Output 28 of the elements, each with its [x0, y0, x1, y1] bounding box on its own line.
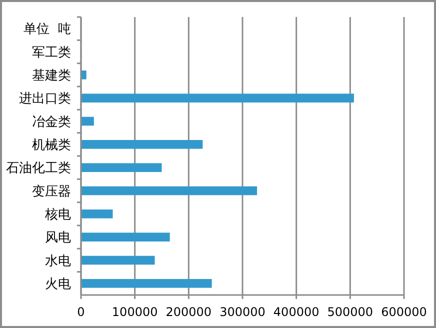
x-tick-label: 200000 [166, 305, 212, 319]
x-tick-label: 100000 [112, 305, 158, 319]
x-tick-label: 500000 [327, 305, 374, 319]
x-tick-label: 400000 [273, 305, 320, 319]
y-tick-label: 水电 [45, 254, 71, 269]
y-tick-label: 变压器 [32, 184, 71, 200]
y-tick-label: 冶金类 [32, 114, 71, 130]
y-tick-label: 石油化工类 [6, 161, 71, 176]
bar [81, 256, 155, 265]
y-tick-label: 单位 吨 [24, 22, 71, 38]
bar [81, 279, 212, 288]
bar [81, 232, 170, 242]
x-tick-label: 0 [77, 305, 85, 319]
bar [81, 210, 113, 218]
bar [81, 163, 162, 172]
y-tick-label: 基建类 [32, 68, 71, 84]
y-tick-label: 火电 [45, 276, 71, 292]
bar [81, 186, 258, 196]
y-tick-label: 军工类 [32, 45, 71, 60]
bar [81, 140, 203, 149]
y-tick-label: 风电 [45, 230, 71, 246]
bar [81, 116, 94, 126]
bar [81, 94, 354, 102]
y-tick-label: 核电 [44, 207, 71, 222]
y-tick-label: 机械类 [32, 138, 71, 153]
x-tick-label: 600000 [381, 305, 427, 319]
x-tick-label: 300000 [220, 305, 266, 319]
y-tick-label: 进出口类 [19, 92, 71, 107]
